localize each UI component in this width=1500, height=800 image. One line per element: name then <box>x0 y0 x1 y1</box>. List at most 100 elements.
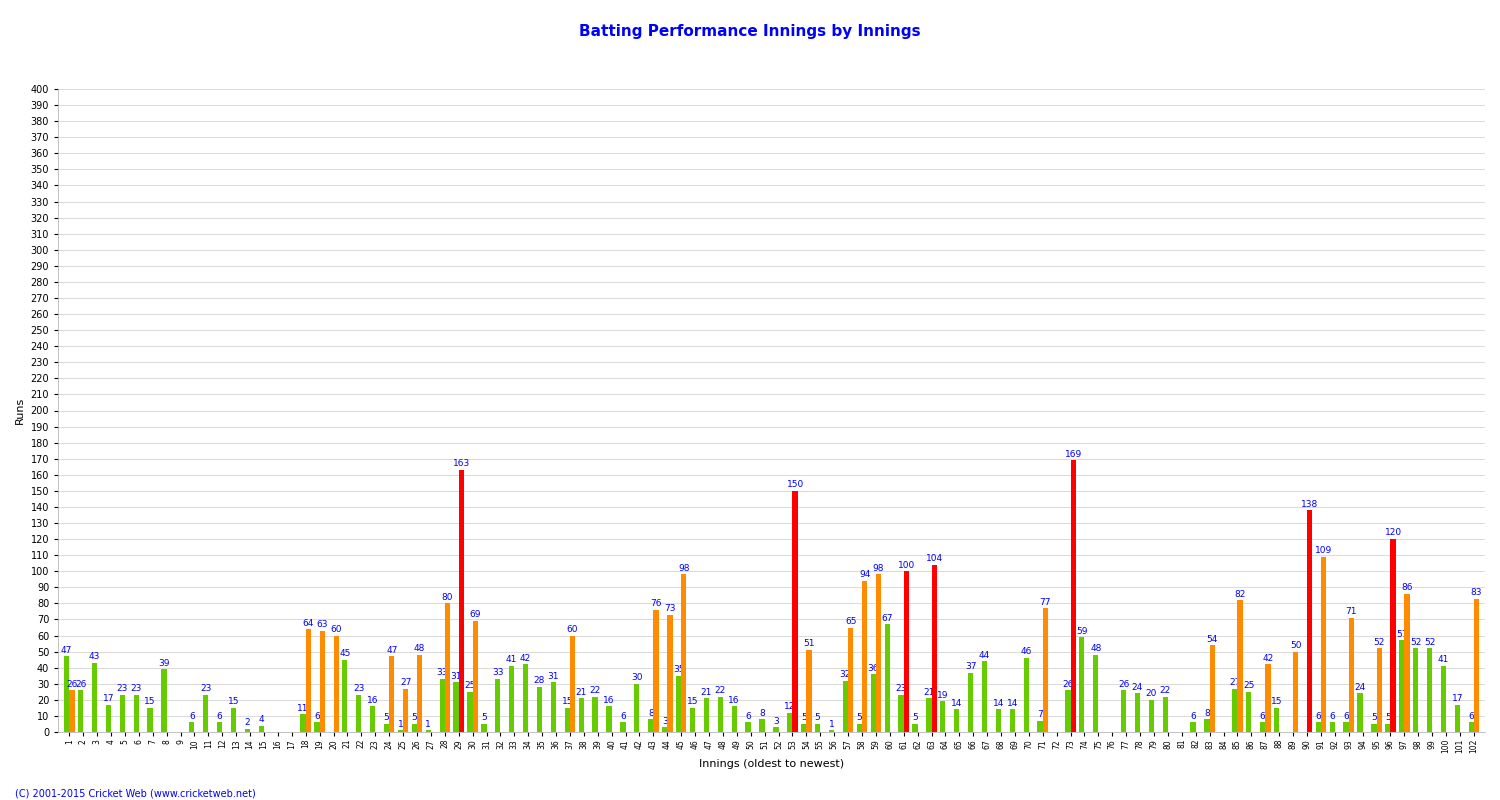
Bar <box>134 695 140 732</box>
Text: 5: 5 <box>482 714 488 722</box>
Bar <box>404 689 408 732</box>
Text: 20: 20 <box>1146 690 1156 698</box>
Text: 23: 23 <box>117 685 128 694</box>
Text: 8: 8 <box>1204 709 1210 718</box>
Text: 42: 42 <box>520 654 531 663</box>
Text: 120: 120 <box>1384 529 1401 538</box>
Bar <box>1404 594 1410 732</box>
Bar <box>509 666 515 732</box>
Text: 41: 41 <box>1437 655 1449 665</box>
Text: 7: 7 <box>1038 710 1042 719</box>
Text: 6: 6 <box>1190 712 1196 721</box>
Bar <box>1266 665 1270 732</box>
Text: 5: 5 <box>1371 714 1377 722</box>
Bar <box>606 706 612 732</box>
Text: 26: 26 <box>75 679 87 689</box>
Text: 8: 8 <box>648 709 654 718</box>
Bar <box>384 724 388 732</box>
Text: 76: 76 <box>651 599 662 608</box>
Bar <box>968 673 974 732</box>
Bar <box>231 708 236 732</box>
Bar <box>482 724 486 732</box>
Text: 5: 5 <box>1384 714 1390 722</box>
Text: 33: 33 <box>492 668 504 678</box>
Bar <box>876 574 880 732</box>
Text: 48: 48 <box>1090 644 1101 654</box>
Bar <box>759 719 765 732</box>
Bar <box>898 695 903 732</box>
Bar <box>1232 689 1238 732</box>
Bar <box>398 730 404 732</box>
Bar <box>446 603 450 732</box>
Text: (C) 2001-2015 Cricket Web (www.cricketweb.net): (C) 2001-2015 Cricket Web (www.cricketwe… <box>15 788 255 798</box>
Text: 60: 60 <box>330 625 342 634</box>
Bar <box>1191 722 1196 732</box>
Bar <box>676 676 681 732</box>
Text: Batting Performance Innings by Innings: Batting Performance Innings by Innings <box>579 24 921 39</box>
Text: 71: 71 <box>1346 607 1358 616</box>
Bar <box>550 682 556 732</box>
Text: 12: 12 <box>784 702 795 711</box>
Bar <box>1010 710 1016 732</box>
Bar <box>440 679 446 732</box>
Bar <box>69 690 75 732</box>
Text: 23: 23 <box>896 685 908 694</box>
Text: 28: 28 <box>534 676 544 686</box>
Text: 32: 32 <box>840 670 850 679</box>
Text: 21: 21 <box>922 688 934 697</box>
Text: 22: 22 <box>590 686 602 695</box>
Text: 17: 17 <box>102 694 114 703</box>
Text: 37: 37 <box>964 662 976 671</box>
Text: 26: 26 <box>1118 679 1130 689</box>
Bar <box>807 650 812 732</box>
Bar <box>1136 694 1140 732</box>
Text: 15: 15 <box>228 698 240 706</box>
Bar <box>1204 719 1209 732</box>
Text: 42: 42 <box>1263 654 1274 663</box>
Text: 73: 73 <box>664 604 675 613</box>
Text: 67: 67 <box>882 614 892 622</box>
Text: 15: 15 <box>561 698 573 706</box>
Bar <box>320 630 326 732</box>
Bar <box>258 726 264 732</box>
Bar <box>1358 694 1362 732</box>
Text: 63: 63 <box>316 620 328 629</box>
X-axis label: Innings (oldest to newest): Innings (oldest to newest) <box>699 759 844 769</box>
Bar <box>162 670 166 732</box>
Bar <box>648 719 654 732</box>
Bar <box>92 663 98 732</box>
Bar <box>634 684 639 732</box>
Text: 52: 52 <box>1374 638 1384 647</box>
Text: 86: 86 <box>1401 583 1413 592</box>
Text: 6: 6 <box>217 712 222 721</box>
Bar <box>417 655 423 732</box>
Bar <box>1094 655 1098 732</box>
Text: 6: 6 <box>746 712 752 721</box>
Bar <box>732 706 736 732</box>
Text: 150: 150 <box>786 480 804 490</box>
Text: 44: 44 <box>980 650 990 660</box>
Bar <box>1306 510 1312 732</box>
Bar <box>1384 724 1390 732</box>
Bar <box>342 660 348 732</box>
Bar <box>120 695 124 732</box>
Bar <box>1149 700 1154 732</box>
Text: 46: 46 <box>1020 647 1032 657</box>
Bar <box>1344 722 1348 732</box>
Bar <box>1442 666 1446 732</box>
Bar <box>1426 649 1432 732</box>
Text: 31: 31 <box>450 671 462 681</box>
Text: 5: 5 <box>912 714 918 722</box>
Text: 11: 11 <box>297 704 309 713</box>
Bar <box>1348 618 1354 732</box>
Bar <box>862 581 867 732</box>
Bar <box>315 722 320 732</box>
Text: 48: 48 <box>414 644 426 654</box>
Bar <box>426 730 430 732</box>
Text: 4: 4 <box>258 715 264 724</box>
Text: 100: 100 <box>897 561 915 570</box>
Bar <box>843 681 848 732</box>
Text: 82: 82 <box>1234 590 1246 598</box>
Text: 51: 51 <box>804 639 814 649</box>
Bar <box>662 727 668 732</box>
